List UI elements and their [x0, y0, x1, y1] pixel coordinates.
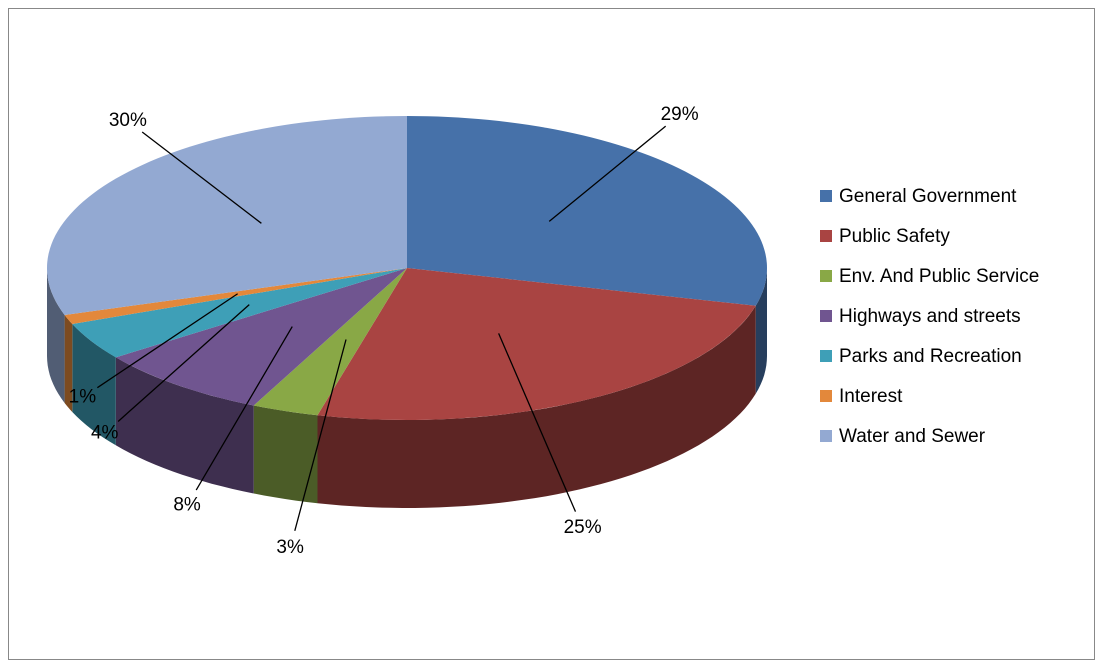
slice: [407, 116, 767, 306]
legend-label: Parks and Recreation: [839, 346, 1022, 367]
legend-label: Env. And Public Service: [839, 266, 1039, 287]
data-label: 1%: [69, 387, 97, 408]
data-label: 30%: [109, 110, 147, 131]
slice-side: [72, 324, 116, 446]
data-label: 29%: [661, 104, 699, 125]
legend-swatch: [820, 230, 832, 242]
leader-line: [294, 339, 347, 532]
legend-label: Water and Sewer: [839, 426, 986, 447]
legend-swatch: [820, 390, 832, 402]
slice: [64, 268, 407, 324]
slice: [253, 268, 407, 416]
slice-side: [253, 405, 318, 504]
legend-label: Highways and streets: [839, 306, 1021, 327]
slice-side: [755, 268, 767, 394]
legend-swatch: [820, 350, 832, 362]
data-label: 25%: [564, 517, 602, 538]
leader-line: [96, 293, 239, 389]
legend-swatch: [820, 270, 832, 282]
data-label: 4%: [91, 422, 119, 443]
data-label: 8%: [173, 495, 201, 516]
legend-swatch: [820, 310, 832, 322]
slice-side: [115, 357, 254, 494]
data-label: 3%: [276, 537, 304, 558]
slice-side: [64, 315, 73, 412]
leader-line: [141, 131, 262, 224]
legend-swatch: [820, 430, 832, 442]
leader-line: [548, 125, 667, 222]
leader-line: [195, 326, 293, 491]
leader-line: [498, 333, 577, 512]
slice: [46, 116, 407, 315]
legend-swatch: [820, 190, 832, 202]
legend-label: Interest: [839, 386, 903, 407]
leader-line: [117, 304, 250, 422]
slice: [115, 268, 408, 406]
slice-side: [317, 305, 756, 508]
slice: [317, 268, 756, 420]
legend-label: General Government: [839, 186, 1017, 207]
legend-label: Public Safety: [839, 226, 950, 247]
slice-side: [47, 268, 65, 403]
